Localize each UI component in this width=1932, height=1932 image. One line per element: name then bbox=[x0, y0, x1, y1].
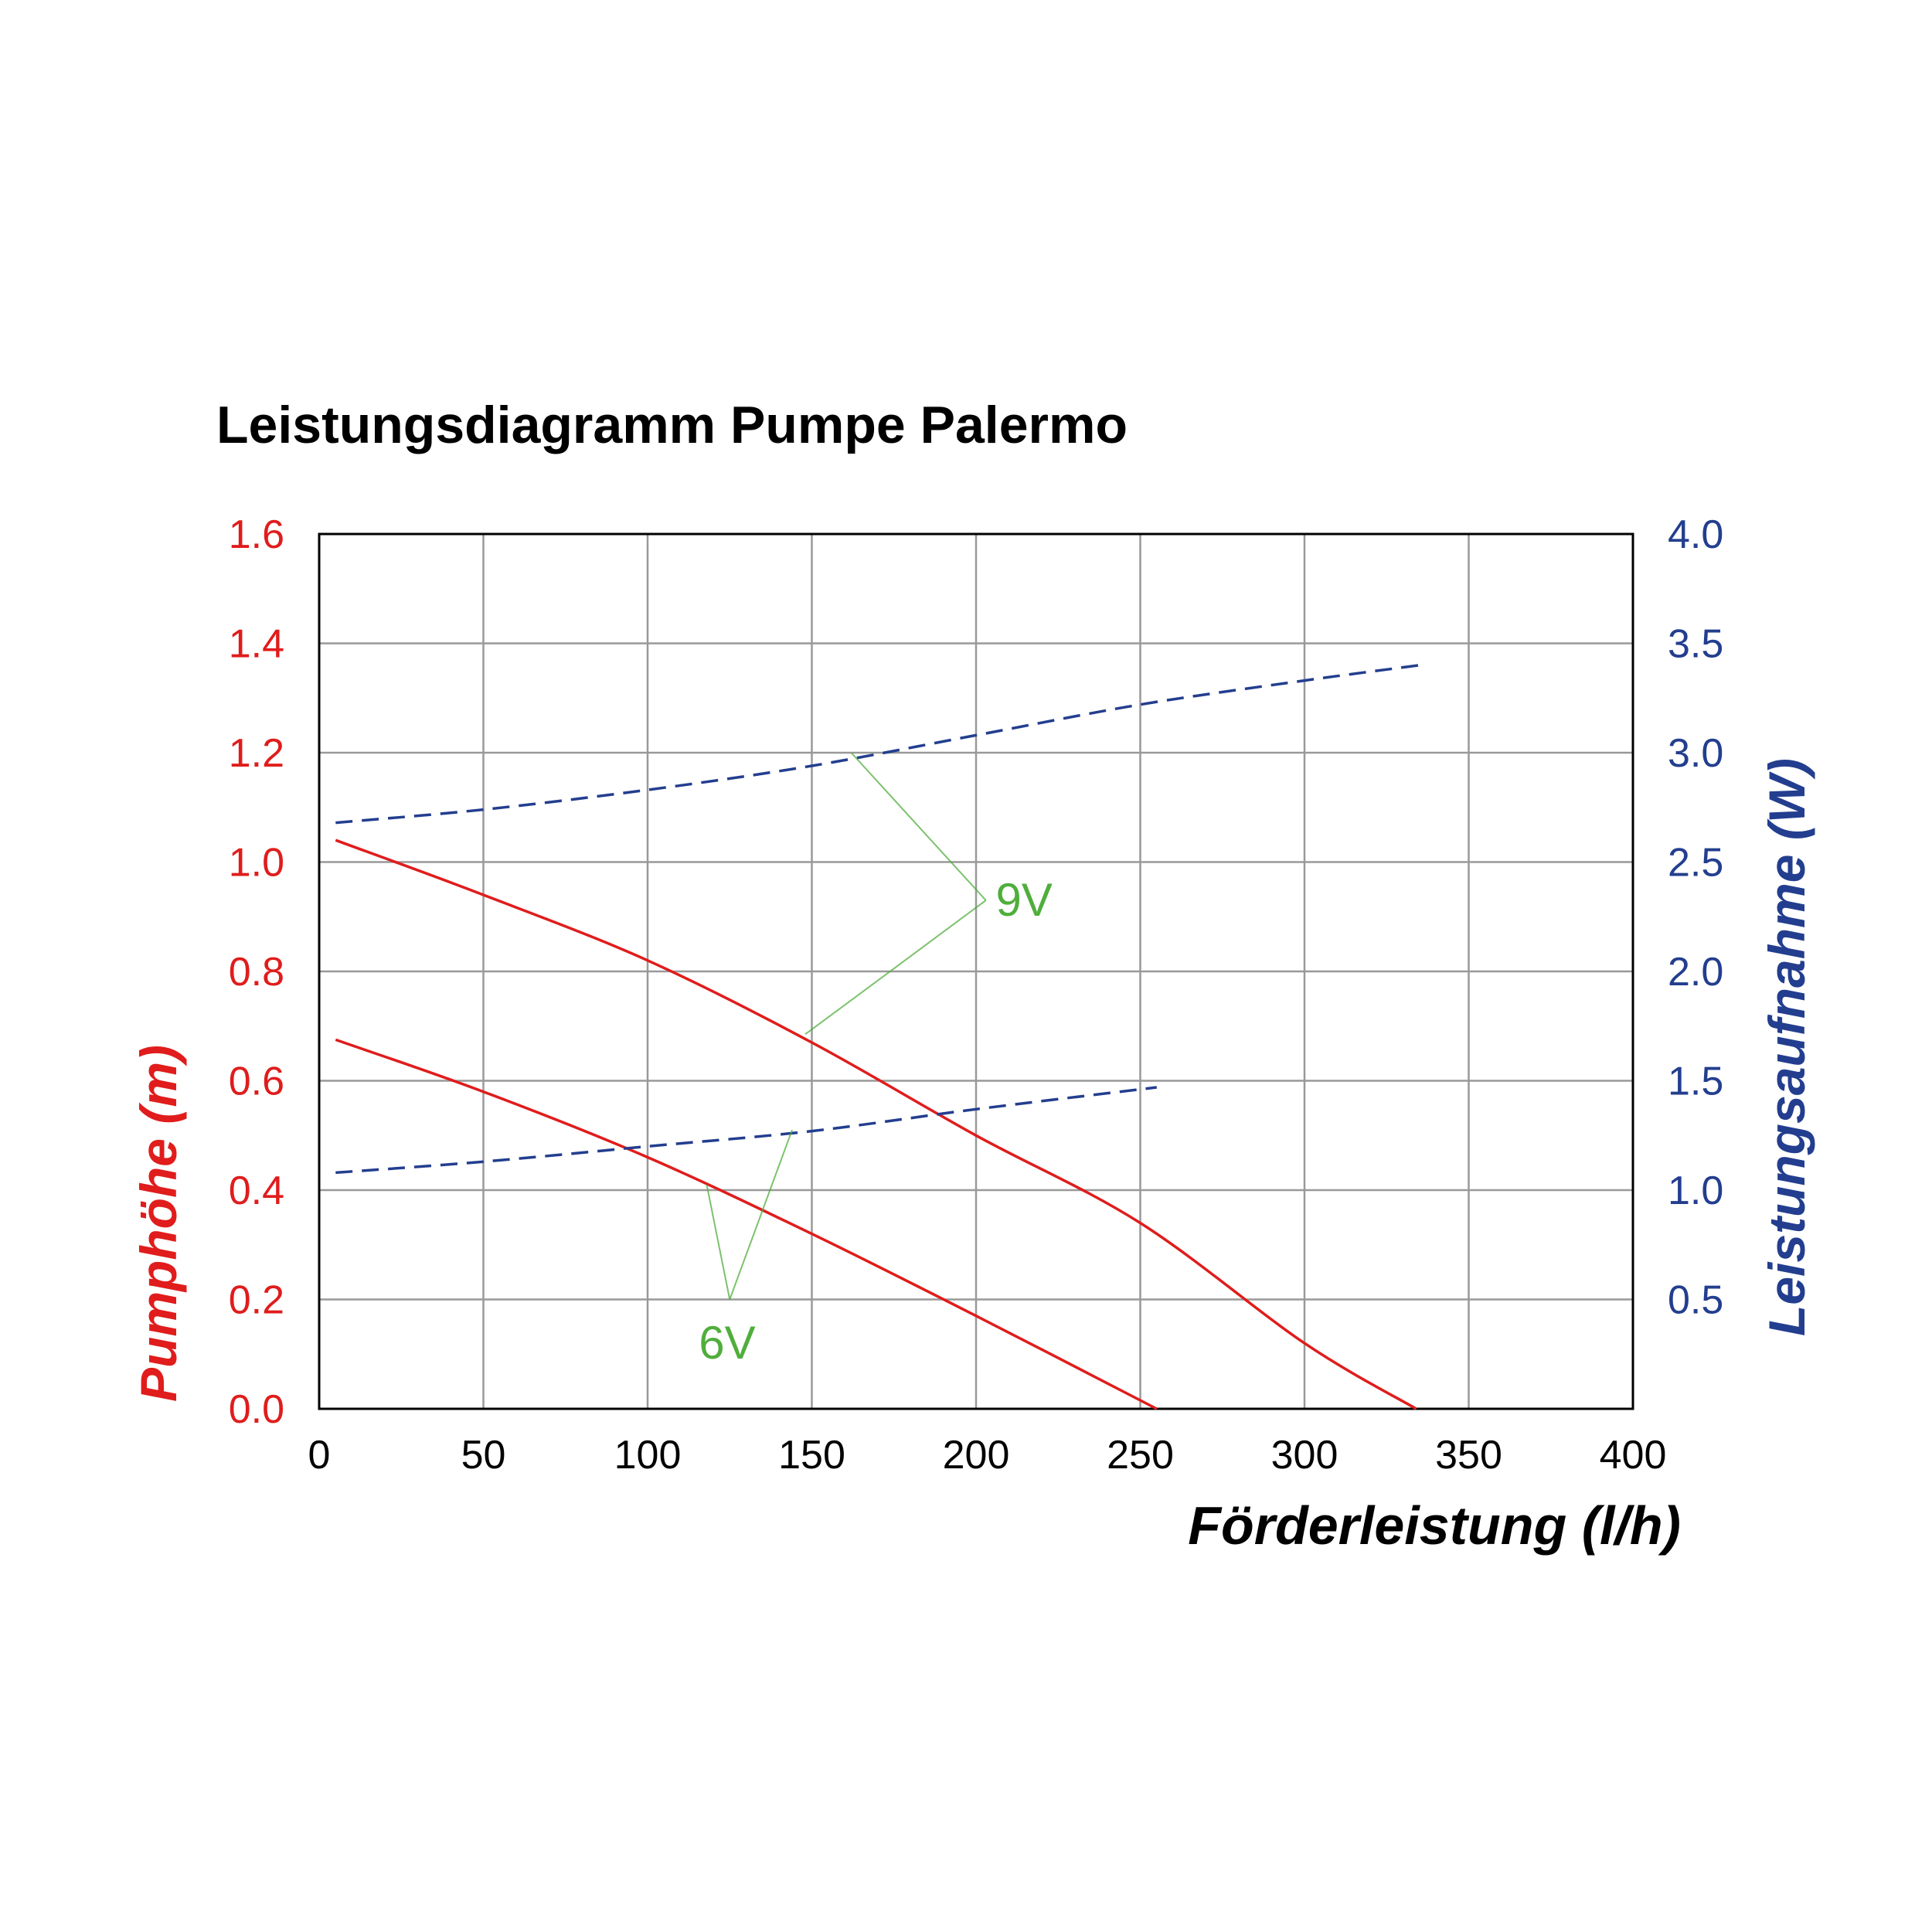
x-tick-label: 250 bbox=[1107, 1433, 1174, 1478]
y-left-tick-label: 0.2 bbox=[229, 1278, 284, 1323]
y-axis-left-label: Pumphöhe (m) bbox=[130, 1045, 187, 1402]
annotation-leader-line bbox=[804, 900, 987, 1036]
y-right-tick-label: 3.5 bbox=[1668, 622, 1723, 667]
annotation-layer: 9V 6V bbox=[699, 752, 1053, 1369]
y-right-tick-label: 0.5 bbox=[1668, 1278, 1723, 1323]
y-left-tick-label: 0.0 bbox=[229, 1387, 284, 1432]
y-right-tick-labels: 0.5 1.0 1.5 2.0 2.5 3.0 3.5 4.0 bbox=[1668, 512, 1723, 1323]
x-axis-label: Förderleistung (l/h) bbox=[1188, 1495, 1681, 1556]
y-axis-right-label: Leistungsaufnahme (W) bbox=[1758, 758, 1815, 1336]
power-curve-3 bbox=[335, 1086, 1158, 1175]
y-left-tick-label: 1.0 bbox=[229, 841, 284, 886]
power-curve-2 bbox=[335, 664, 1420, 825]
annotation-label-6v: 6V bbox=[699, 1317, 755, 1369]
y-left-tick-label: 1.2 bbox=[229, 731, 284, 776]
y-left-tick-label: 0.6 bbox=[229, 1060, 284, 1104]
y-right-tick-label: 3.0 bbox=[1668, 731, 1723, 776]
y-right-tick-label: 1.0 bbox=[1668, 1168, 1723, 1213]
grid bbox=[318, 532, 1634, 1410]
y-left-tick-labels: 0.0 0.2 0.4 0.6 0.8 1.0 1.2 1.4 1.6 bbox=[229, 512, 284, 1432]
y-left-tick-label: 1.4 bbox=[229, 622, 284, 667]
annotation-label-9v: 9V bbox=[996, 874, 1053, 926]
y-left-tick-label: 0.4 bbox=[229, 1168, 284, 1213]
annotation-leader-line bbox=[706, 1184, 731, 1300]
plot-frame bbox=[318, 532, 1634, 1410]
y-left-tick-label: 1.6 bbox=[229, 512, 284, 557]
x-tick-label: 350 bbox=[1435, 1433, 1502, 1478]
x-tick-label: 400 bbox=[1600, 1433, 1667, 1478]
x-tick-label: 0 bbox=[308, 1433, 331, 1478]
x-tick-label: 300 bbox=[1271, 1433, 1338, 1478]
x-tick-label: 200 bbox=[943, 1433, 1010, 1478]
y-right-tick-label: 2.0 bbox=[1668, 950, 1723, 995]
x-tick-label: 100 bbox=[614, 1433, 682, 1478]
head-curve-0 bbox=[335, 838, 1417, 1410]
head-curve-1 bbox=[335, 1038, 1158, 1410]
series-layer bbox=[335, 664, 1420, 1410]
y-right-tick-label: 2.5 bbox=[1668, 841, 1723, 886]
y-right-tick-label: 4.0 bbox=[1668, 512, 1723, 557]
y-right-tick-label: 1.5 bbox=[1668, 1060, 1723, 1104]
chart-title: Leistungsdiagramm Pumpe Palermo bbox=[216, 396, 1128, 454]
annotation-leader-line bbox=[729, 1129, 793, 1300]
x-tick-labels: 0 50 100 150 200 250 300 350 400 bbox=[308, 1433, 1667, 1478]
x-tick-label: 150 bbox=[778, 1433, 845, 1478]
x-tick-label: 50 bbox=[461, 1433, 506, 1478]
y-left-tick-label: 0.8 bbox=[229, 950, 284, 995]
annotation-leader-line bbox=[850, 752, 987, 901]
